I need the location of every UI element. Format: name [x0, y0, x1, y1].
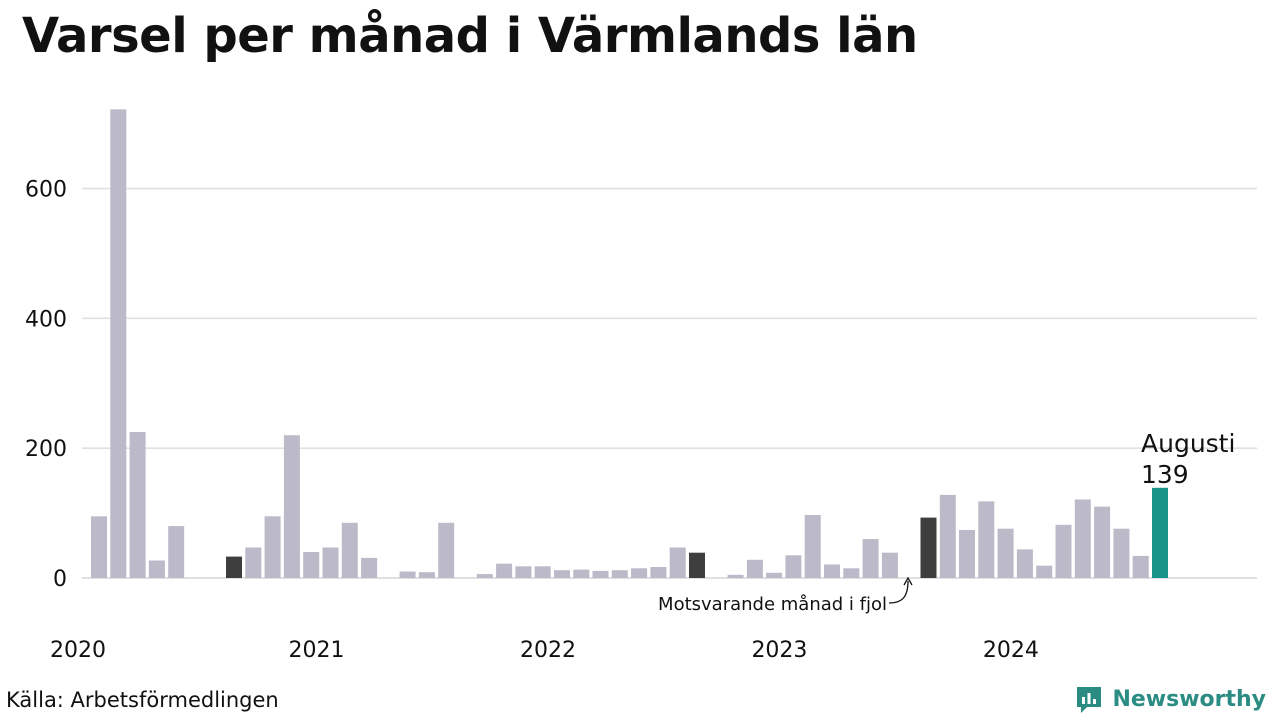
bar-2022-10 [727, 574, 744, 578]
previous-year-arrowhead [903, 576, 913, 586]
bar-2022-08 [689, 552, 705, 578]
bar-2024-05 [1094, 506, 1111, 578]
bar-2021-11 [515, 566, 532, 578]
bar-2023-10 [959, 530, 975, 578]
brand-name: Newsworthy [1112, 686, 1266, 712]
bar-2024-07 [1132, 555, 1149, 578]
newsworthy-logo-icon [1077, 687, 1102, 713]
y-tick-label: 400 [25, 307, 67, 332]
bar-2022-07 [669, 547, 686, 578]
source-note: Källa: Arbetsförmedlingen [6, 688, 279, 712]
bar-2023-04 [843, 568, 860, 578]
bar-2021-03 [361, 557, 378, 578]
x-tick-label: 2020 [50, 638, 106, 663]
bar-2023-08 [920, 517, 937, 578]
bar-2020-09 [245, 547, 262, 578]
current-value-label: 139 [1141, 460, 1189, 489]
bar-2023-09 [939, 494, 956, 578]
bar-2020-01 [91, 516, 107, 578]
previous-year-arrow [888, 580, 909, 604]
previous-year-label: Motsvarande månad i fjol [658, 594, 887, 615]
bar-2021-02 [341, 522, 358, 578]
x-tick-label: 2023 [751, 638, 807, 663]
bar-2020-03 [129, 432, 146, 578]
bar-2022-02 [573, 569, 590, 578]
brand[interactable]: Newsworthy [1074, 684, 1266, 714]
bar-2022-01 [554, 570, 570, 578]
bar-2023-05 [862, 539, 879, 578]
bar-2021-06 [418, 572, 435, 578]
bar-2020-10 [264, 516, 281, 578]
bar-2020-08 [226, 556, 242, 578]
bar-2020-04 [148, 560, 165, 578]
bar-2024-01 [1016, 549, 1033, 578]
bar-2024-06 [1113, 528, 1130, 578]
bar-2024-08 [1152, 487, 1168, 578]
y-axis-labels: 0 200 400 600 [25, 178, 67, 592]
bar-2024-04 [1074, 499, 1091, 578]
bar-2022-11 [746, 559, 763, 578]
bars [91, 109, 1168, 579]
bar-2023-01 [785, 555, 802, 578]
bar-2020-11 [283, 435, 300, 578]
bar-2021-09 [476, 574, 493, 578]
bar-2022-12 [766, 572, 783, 578]
chart-title: Varsel per månad i Värmlands län [22, 8, 918, 64]
x-tick-label: 2024 [983, 638, 1039, 663]
bar-2023-03 [824, 564, 840, 578]
bar-2024-03 [1055, 524, 1072, 578]
bar-2023-06 [881, 552, 898, 578]
y-tick-label: 200 [25, 437, 67, 462]
bar-2022-06 [650, 567, 667, 578]
bar-2023-12 [997, 528, 1014, 578]
bar-2021-10 [496, 563, 513, 578]
bar-2020-12 [303, 552, 320, 578]
bar-2022-05 [631, 568, 648, 578]
bar-2023-11 [978, 501, 995, 578]
bar-2021-01 [322, 547, 339, 578]
y-tick-label: 600 [25, 178, 67, 203]
bar-2021-07 [438, 522, 455, 578]
bar-2020-05 [168, 526, 185, 578]
bar-2022-04 [611, 570, 628, 578]
bar-2021-05 [399, 571, 416, 578]
bar-2021-12 [534, 566, 551, 578]
annotations: Motsvarande månad i fjol Augusti 139 [658, 429, 1235, 615]
bar-2022-03 [592, 570, 609, 578]
x-tick-label: 2021 [288, 638, 344, 663]
y-tick-label: 0 [53, 567, 67, 592]
bar-2023-02 [804, 515, 821, 578]
current-month-label: Augusti [1141, 429, 1235, 458]
bar-2020-02 [110, 109, 127, 579]
x-axis-labels: 2020 2021 2022 2023 2024 [50, 638, 1039, 663]
x-tick-label: 2022 [520, 638, 576, 663]
bar-2024-02 [1036, 565, 1053, 578]
